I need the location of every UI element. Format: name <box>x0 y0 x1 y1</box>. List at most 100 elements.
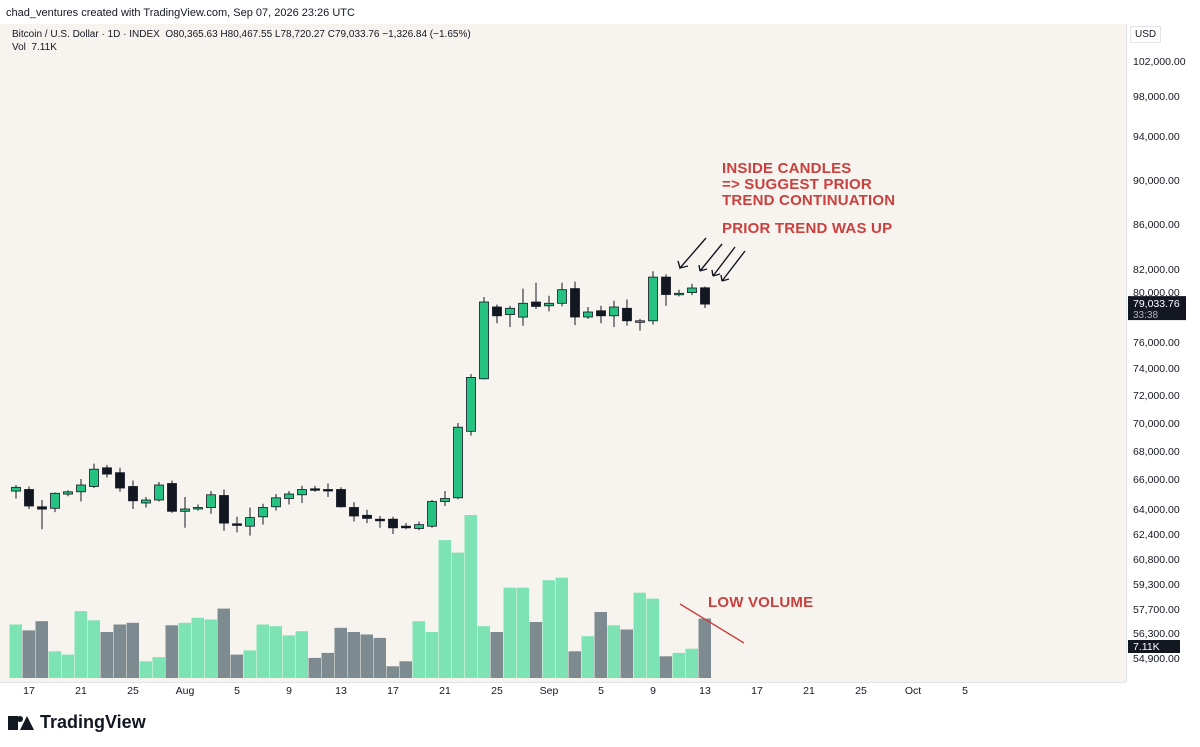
chart-plot-area[interactable] <box>0 24 1126 682</box>
volume-bar <box>22 630 35 678</box>
candle-body <box>336 489 346 508</box>
candle-body <box>167 483 177 512</box>
candle-body <box>375 518 385 522</box>
candle-body <box>219 495 229 524</box>
price-tick-label: 66,000.00 <box>1133 474 1180 486</box>
volume-bar <box>308 657 321 678</box>
symbol-legend: Bitcoin / U.S. Dollar · 1D · INDEX O80,3… <box>12 29 471 40</box>
volume-legend: Vol 7.11K <box>12 42 57 53</box>
price-tick-label: 76,000.00 <box>1133 337 1180 349</box>
price-tick-label: 62,400.00 <box>1133 529 1180 541</box>
candle-body <box>89 468 99 487</box>
volume-bar <box>139 661 152 678</box>
date-tick-label: 5 <box>962 685 968 697</box>
volume-bar <box>9 624 22 678</box>
time-axis[interactable] <box>0 682 1126 701</box>
volume-bar <box>87 620 100 678</box>
price-tick-label: 80,000.00 <box>1133 287 1180 299</box>
price-axis[interactable] <box>1126 24 1200 682</box>
currency-selector[interactable]: USD <box>1130 26 1162 43</box>
volume-bar <box>412 621 425 678</box>
inside-candles-annotation: INSIDE CANDLES => SUGGEST PRIOR TREND CO… <box>722 161 895 209</box>
date-tick-label: 17 <box>751 685 763 697</box>
annotation-line-1: INSIDE CANDLES <box>722 160 852 177</box>
volume-bar <box>256 624 269 678</box>
volume-bar <box>282 635 295 678</box>
candle-body <box>466 376 476 432</box>
volume-bar <box>516 587 529 678</box>
price-tick-label: 68,000.00 <box>1133 446 1180 458</box>
volume-bar <box>100 632 113 678</box>
volume-bar <box>165 625 178 678</box>
tradingview-branding[interactable]: TradingView <box>8 712 146 733</box>
volume-bar <box>230 654 243 678</box>
date-tick-label: 21 <box>75 685 87 697</box>
low-volume-annotation: LOW VOLUME <box>708 594 814 611</box>
date-tick-label: 25 <box>855 685 867 697</box>
volume-bar <box>360 634 373 678</box>
volume-bar <box>334 627 347 678</box>
volume-bar <box>568 651 581 678</box>
price-tick-label: 64,000.00 <box>1133 504 1180 516</box>
volume-bar <box>477 626 490 678</box>
date-tick-label: 9 <box>650 685 656 697</box>
candle-body <box>102 467 112 475</box>
date-tick-label: Sep <box>540 685 559 697</box>
candle-body <box>401 525 411 529</box>
price-tick-label: 56,300.00 <box>1133 628 1180 640</box>
candle-body <box>128 486 138 502</box>
volume-bar <box>529 622 542 678</box>
candle-body <box>544 302 554 307</box>
inside-candle-arrows <box>677 237 746 282</box>
candle-body <box>622 307 632 322</box>
candle-body <box>76 484 86 493</box>
candlestick-chart: 102,000.00 98,000.00 94,000.00 90,000.00 86,… <box>9 56 1186 697</box>
date-tick-label: 9 <box>286 685 292 697</box>
date-tick-label: 5 <box>234 685 240 697</box>
price-tick-label: 60,800.00 <box>1133 554 1180 566</box>
candle-body <box>141 499 151 504</box>
volume-bar <box>48 651 61 678</box>
date-tick-label: 25 <box>127 685 139 697</box>
volume-bar <box>620 629 633 678</box>
candle-body <box>414 524 424 529</box>
volume-bar <box>126 622 139 678</box>
low-volume-line <box>679 603 745 644</box>
candle-body <box>453 426 463 499</box>
candle-body <box>492 306 502 317</box>
tradingview-logo-icon <box>8 715 34 730</box>
volume-bar <box>633 592 646 678</box>
volume-label: Vol <box>12 42 26 53</box>
created-by-header: chad_ventures created with TradingView.c… <box>6 7 355 19</box>
candle-body <box>388 518 398 529</box>
candle-body <box>297 489 307 496</box>
volume-bar <box>451 552 464 678</box>
candle-body <box>310 488 320 491</box>
date-tick-label: Oct <box>905 685 921 697</box>
volume-bar <box>191 617 204 678</box>
date-tick-label: 21 <box>439 685 451 697</box>
date-tick-label: 25 <box>491 685 503 697</box>
volume-bar <box>269 626 282 678</box>
price-tick-label: 74,000.00 <box>1133 363 1180 375</box>
last-price-label: 79,033.76 <box>1133 298 1180 310</box>
volume-bar <box>659 656 672 678</box>
volume-bar <box>373 637 386 678</box>
volume-bar <box>581 636 594 678</box>
volume-bar <box>399 661 412 678</box>
volume-bar <box>425 632 438 678</box>
candle-body <box>596 310 606 317</box>
date-tick-label: 17 <box>23 685 35 697</box>
candle-body <box>349 507 359 517</box>
volume-bar <box>542 580 555 678</box>
candle-body <box>661 276 671 295</box>
date-tick-label: 13 <box>699 685 711 697</box>
candle-body <box>245 517 255 527</box>
candle-body <box>557 289 567 304</box>
candle-body <box>37 506 47 510</box>
countdown-label: 33:38 <box>1133 310 1158 321</box>
symbol-title: Bitcoin / U.S. Dollar · 1D · INDEX <box>12 29 160 40</box>
candle-body <box>700 287 710 305</box>
volume-bar <box>321 652 334 678</box>
volume-bar <box>438 540 451 678</box>
